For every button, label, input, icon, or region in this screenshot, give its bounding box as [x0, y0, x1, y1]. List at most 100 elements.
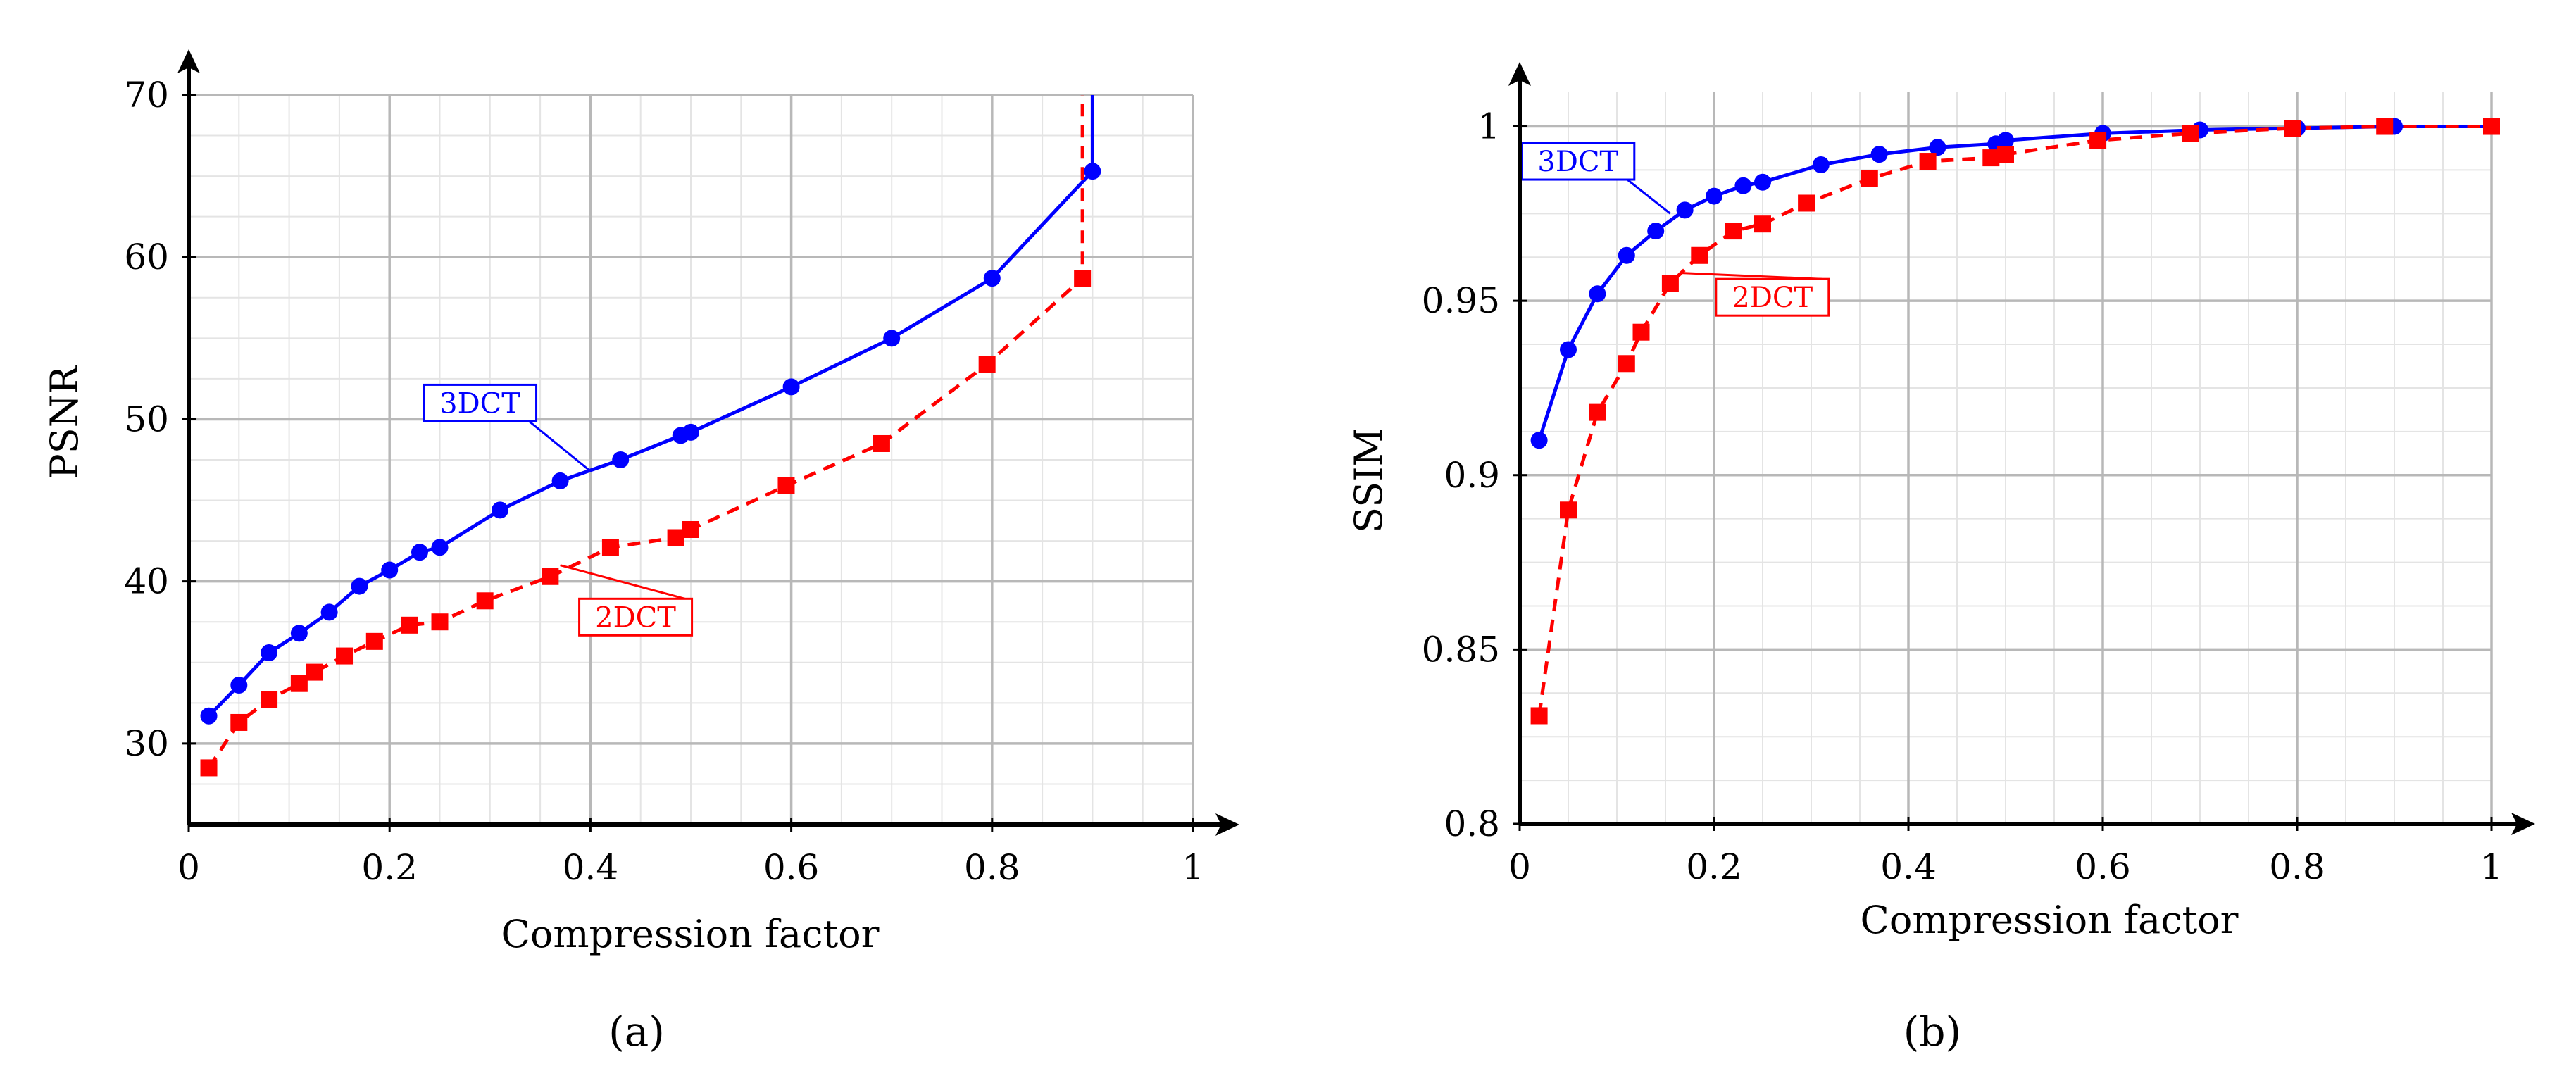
data-point-3dct [983, 270, 1001, 287]
data-point-2dct [1074, 270, 1092, 287]
data-point-2dct [1725, 223, 1742, 240]
data-point-3dct [320, 603, 338, 621]
x-tick-label: 0.4 [1880, 846, 1937, 887]
x-tick-label: 0 [177, 847, 200, 888]
data-point-2dct [978, 356, 996, 373]
data-point-2dct [1861, 170, 1878, 187]
data-point-2dct [1919, 153, 1937, 170]
grid-a [188, 94, 1194, 825]
callout-line-3dct [528, 420, 592, 472]
callout-line-2dct [560, 564, 685, 600]
data-point-2dct [1530, 707, 1548, 725]
x-axis-arrow-icon [2511, 813, 2535, 835]
data-point-3dct [1812, 156, 1830, 173]
x-axis-arrow-icon [1215, 813, 1239, 836]
y-tick-label: 30 [124, 723, 169, 764]
data-point-2dct [2376, 118, 2394, 135]
panel-label-b: (b) [1903, 1008, 1961, 1056]
data-point-2dct [1754, 215, 1771, 233]
data-point-3dct [1929, 139, 1946, 156]
x-tick-label: 1 [1182, 847, 1204, 888]
data-point-3dct [1647, 223, 1665, 240]
data-point-3dct [290, 625, 308, 642]
callout-box-3dct [423, 383, 538, 422]
axes-a [177, 49, 1239, 836]
data-point-3dct [1618, 246, 1635, 264]
data-point-2dct [200, 759, 218, 777]
data-point-3dct [1676, 201, 1694, 219]
data-point-2dct [2089, 132, 2107, 149]
callout-line-3dct [1626, 178, 1671, 215]
markers-a [200, 163, 1101, 777]
data-point-2dct [476, 592, 494, 610]
x-tick-label: 0 [1508, 846, 1531, 887]
data-point-2dct [1661, 275, 1679, 292]
data-point-3dct [1560, 341, 1577, 358]
data-point-3dct [431, 539, 449, 556]
data-point-2dct [1618, 355, 1635, 373]
x-axis-title-b: Compression factor [1861, 898, 2239, 942]
data-point-3dct [612, 451, 630, 468]
data-point-2dct [1997, 146, 2014, 163]
series-lines-a [207, 95, 1094, 769]
data-point-2dct [306, 663, 323, 681]
data-point-2dct [230, 713, 248, 731]
callout-box-3dct [1520, 142, 1636, 181]
ticks-b: 0 0.2 0.4 0.6 0.8 1 0.8 0.85 0.9 0.95 1 [1422, 106, 2503, 887]
data-point-2dct [2182, 125, 2199, 142]
data-point-2dct [601, 539, 619, 556]
data-point-3dct [782, 378, 800, 396]
x-tick-label: 0.8 [964, 847, 1020, 888]
data-point-2dct [365, 632, 383, 650]
annotations-b: 3DCT 2DCT [1520, 142, 1830, 317]
callout-box-2dct [578, 597, 694, 637]
y-tick-label: 1 [1477, 106, 1500, 147]
callout-label-2dct: 2DCT [1732, 282, 1813, 314]
data-point-3dct [1084, 163, 1101, 180]
x-tick-label: 0.8 [2269, 846, 2325, 887]
data-point-3dct [230, 677, 248, 694]
y-tick-label: 0.95 [1422, 280, 1500, 321]
callout-box-2dct [1715, 277, 1830, 317]
axes-b [1508, 62, 2535, 835]
data-point-3dct [1530, 432, 1548, 449]
callout-label-3dct: 3DCT [439, 387, 520, 420]
data-point-3dct [411, 544, 428, 561]
ticks-a: 0 0.2 0.4 0.6 0.8 1 30 40 50 60 70 [124, 75, 1204, 888]
data-point-3dct [883, 330, 901, 347]
data-point-3dct [261, 644, 278, 661]
grid-b [1519, 92, 2493, 825]
x-tick-label: 0.6 [2075, 846, 2131, 887]
data-point-3dct [1589, 285, 1606, 303]
data-point-2dct [2483, 118, 2500, 135]
data-point-2dct [336, 647, 354, 665]
data-point-2dct [1691, 246, 1708, 264]
callout-label-2dct: 2DCT [595, 601, 676, 634]
callout-label-3dct: 3DCT [1537, 146, 1618, 178]
y-tick-label: 40 [124, 561, 169, 602]
data-point-3dct [381, 561, 399, 579]
data-point-3dct [1754, 173, 1771, 191]
x-axis-title-a: Compression factor [501, 912, 880, 956]
y-axis-title-b: SSIM [1346, 427, 1391, 533]
panel-b-ssim-chart: 3DCT 2DCT 0 0.2 0.4 0.6 0.8 1 0.8 0.85 0.9 0.95 1 C… [1346, 62, 2535, 1056]
data-point-2dct [682, 520, 699, 538]
data-point-2dct [777, 477, 795, 494]
data-point-2dct [667, 529, 684, 546]
series-line-3dct [1537, 125, 2491, 442]
data-point-3dct [1997, 132, 2014, 149]
y-axis-arrow-icon [177, 49, 200, 73]
data-point-2dct [401, 616, 418, 634]
y-tick-label: 0.85 [1422, 629, 1500, 670]
data-point-3dct [1870, 146, 1888, 163]
y-axis-arrow-icon [1508, 62, 1531, 86]
panel-a-psnr-chart: 3DCT 2DCT 0 0.2 0.4 0.6 0.8 1 30 40 50 60 70 Compre… [42, 49, 1239, 1056]
y-tick-label: 60 [124, 237, 169, 277]
data-point-2dct [261, 691, 278, 708]
y-tick-label: 0.8 [1444, 803, 1500, 844]
data-point-2dct [1798, 194, 1815, 212]
data-point-2dct [873, 434, 890, 452]
x-tick-label: 0.6 [763, 847, 820, 888]
x-tick-label: 1 [2480, 846, 2503, 887]
